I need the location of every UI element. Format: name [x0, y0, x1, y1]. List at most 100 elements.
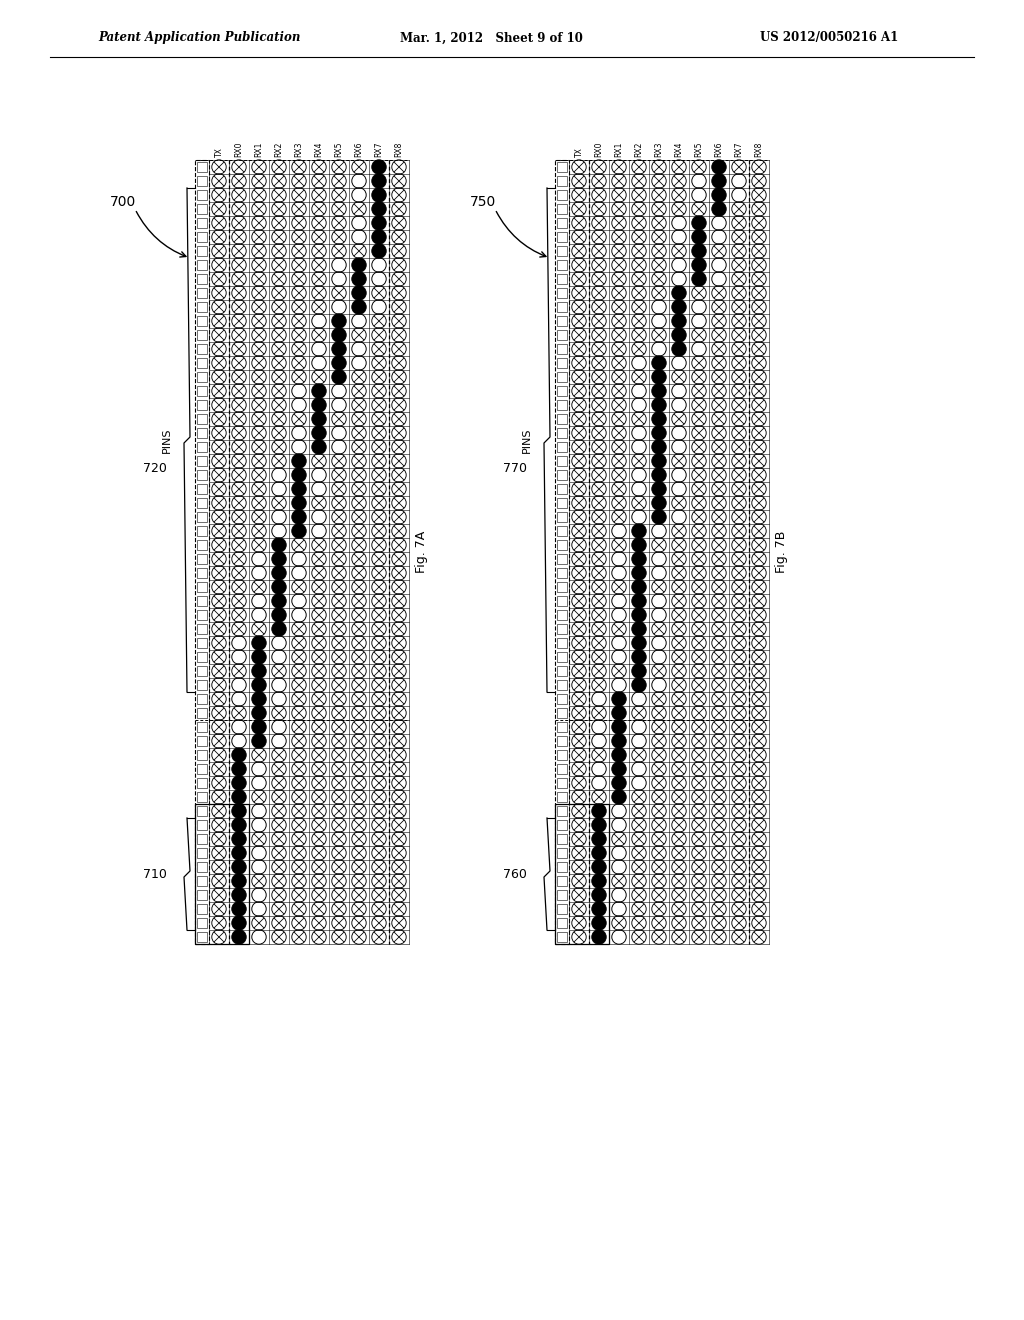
- Bar: [557, 582, 567, 591]
- Circle shape: [592, 916, 606, 931]
- Bar: [557, 470, 567, 480]
- Bar: [197, 764, 207, 774]
- Circle shape: [372, 174, 386, 189]
- Bar: [557, 652, 567, 661]
- Bar: [197, 372, 207, 381]
- Text: RX3: RX3: [295, 141, 303, 157]
- Circle shape: [252, 649, 266, 664]
- Circle shape: [652, 510, 667, 524]
- Bar: [197, 777, 207, 788]
- Bar: [197, 205, 207, 214]
- Bar: [197, 527, 207, 536]
- Bar: [197, 232, 207, 242]
- Bar: [557, 932, 567, 942]
- Bar: [197, 358, 207, 368]
- Circle shape: [652, 412, 667, 426]
- Text: RX8: RX8: [394, 141, 403, 157]
- Bar: [557, 302, 567, 312]
- Bar: [557, 624, 567, 634]
- Bar: [197, 190, 207, 199]
- Circle shape: [372, 202, 386, 216]
- Circle shape: [692, 230, 707, 244]
- Bar: [557, 904, 567, 913]
- Bar: [557, 498, 567, 508]
- Bar: [197, 400, 207, 411]
- Circle shape: [652, 454, 667, 469]
- Circle shape: [632, 664, 646, 678]
- Text: RX2: RX2: [635, 141, 643, 157]
- Text: RX1: RX1: [614, 141, 624, 157]
- Circle shape: [592, 888, 606, 902]
- Text: RX4: RX4: [314, 141, 324, 157]
- Bar: [557, 568, 567, 578]
- Text: RX7: RX7: [375, 141, 384, 157]
- Bar: [197, 554, 207, 564]
- Circle shape: [632, 552, 646, 566]
- Circle shape: [611, 789, 627, 804]
- Circle shape: [252, 677, 266, 692]
- Bar: [197, 498, 207, 508]
- Circle shape: [292, 454, 306, 469]
- Bar: [557, 722, 567, 731]
- Text: Mar. 1, 2012   Sheet 9 of 10: Mar. 1, 2012 Sheet 9 of 10: [400, 32, 583, 45]
- Circle shape: [372, 187, 386, 202]
- Circle shape: [652, 467, 667, 482]
- Circle shape: [672, 314, 686, 329]
- Circle shape: [332, 356, 346, 370]
- Bar: [197, 218, 207, 228]
- Circle shape: [292, 467, 306, 482]
- Text: 750: 750: [470, 195, 497, 209]
- Bar: [197, 484, 207, 494]
- Bar: [197, 680, 207, 690]
- Bar: [197, 737, 207, 746]
- Text: TX: TX: [214, 147, 223, 157]
- Bar: [557, 708, 567, 718]
- Text: PINS: PINS: [522, 428, 532, 453]
- Text: RX6: RX6: [354, 141, 364, 157]
- Circle shape: [231, 888, 246, 902]
- Circle shape: [231, 762, 246, 776]
- Bar: [557, 554, 567, 564]
- Circle shape: [692, 272, 707, 286]
- Bar: [557, 428, 567, 438]
- Bar: [557, 275, 567, 284]
- Bar: [555, 160, 569, 944]
- Bar: [557, 527, 567, 536]
- Bar: [197, 904, 207, 913]
- Circle shape: [672, 286, 686, 300]
- Bar: [557, 400, 567, 411]
- Circle shape: [632, 607, 646, 622]
- Text: Fig. 7B: Fig. 7B: [774, 531, 787, 573]
- Circle shape: [292, 510, 306, 524]
- Bar: [557, 847, 567, 858]
- Bar: [557, 442, 567, 451]
- Bar: [557, 919, 567, 928]
- Text: RX5: RX5: [335, 141, 343, 157]
- Text: 720: 720: [143, 462, 167, 474]
- Text: US 2012/0050216 A1: US 2012/0050216 A1: [760, 32, 898, 45]
- Text: RX2: RX2: [274, 141, 284, 157]
- Bar: [557, 834, 567, 843]
- Circle shape: [592, 902, 606, 916]
- Circle shape: [712, 160, 726, 174]
- Bar: [197, 260, 207, 269]
- Bar: [557, 205, 567, 214]
- Circle shape: [271, 607, 286, 622]
- Circle shape: [592, 818, 606, 832]
- Text: RX8: RX8: [755, 141, 764, 157]
- Bar: [197, 345, 207, 354]
- Bar: [197, 315, 207, 326]
- Circle shape: [632, 594, 646, 609]
- Circle shape: [252, 664, 266, 678]
- Bar: [197, 385, 207, 396]
- Circle shape: [292, 482, 306, 496]
- Text: RX3: RX3: [654, 141, 664, 157]
- Circle shape: [712, 174, 726, 189]
- Circle shape: [652, 384, 667, 399]
- Bar: [557, 820, 567, 830]
- Circle shape: [231, 846, 246, 861]
- Bar: [197, 582, 207, 591]
- Bar: [557, 807, 567, 816]
- Circle shape: [652, 370, 667, 384]
- Bar: [197, 414, 207, 424]
